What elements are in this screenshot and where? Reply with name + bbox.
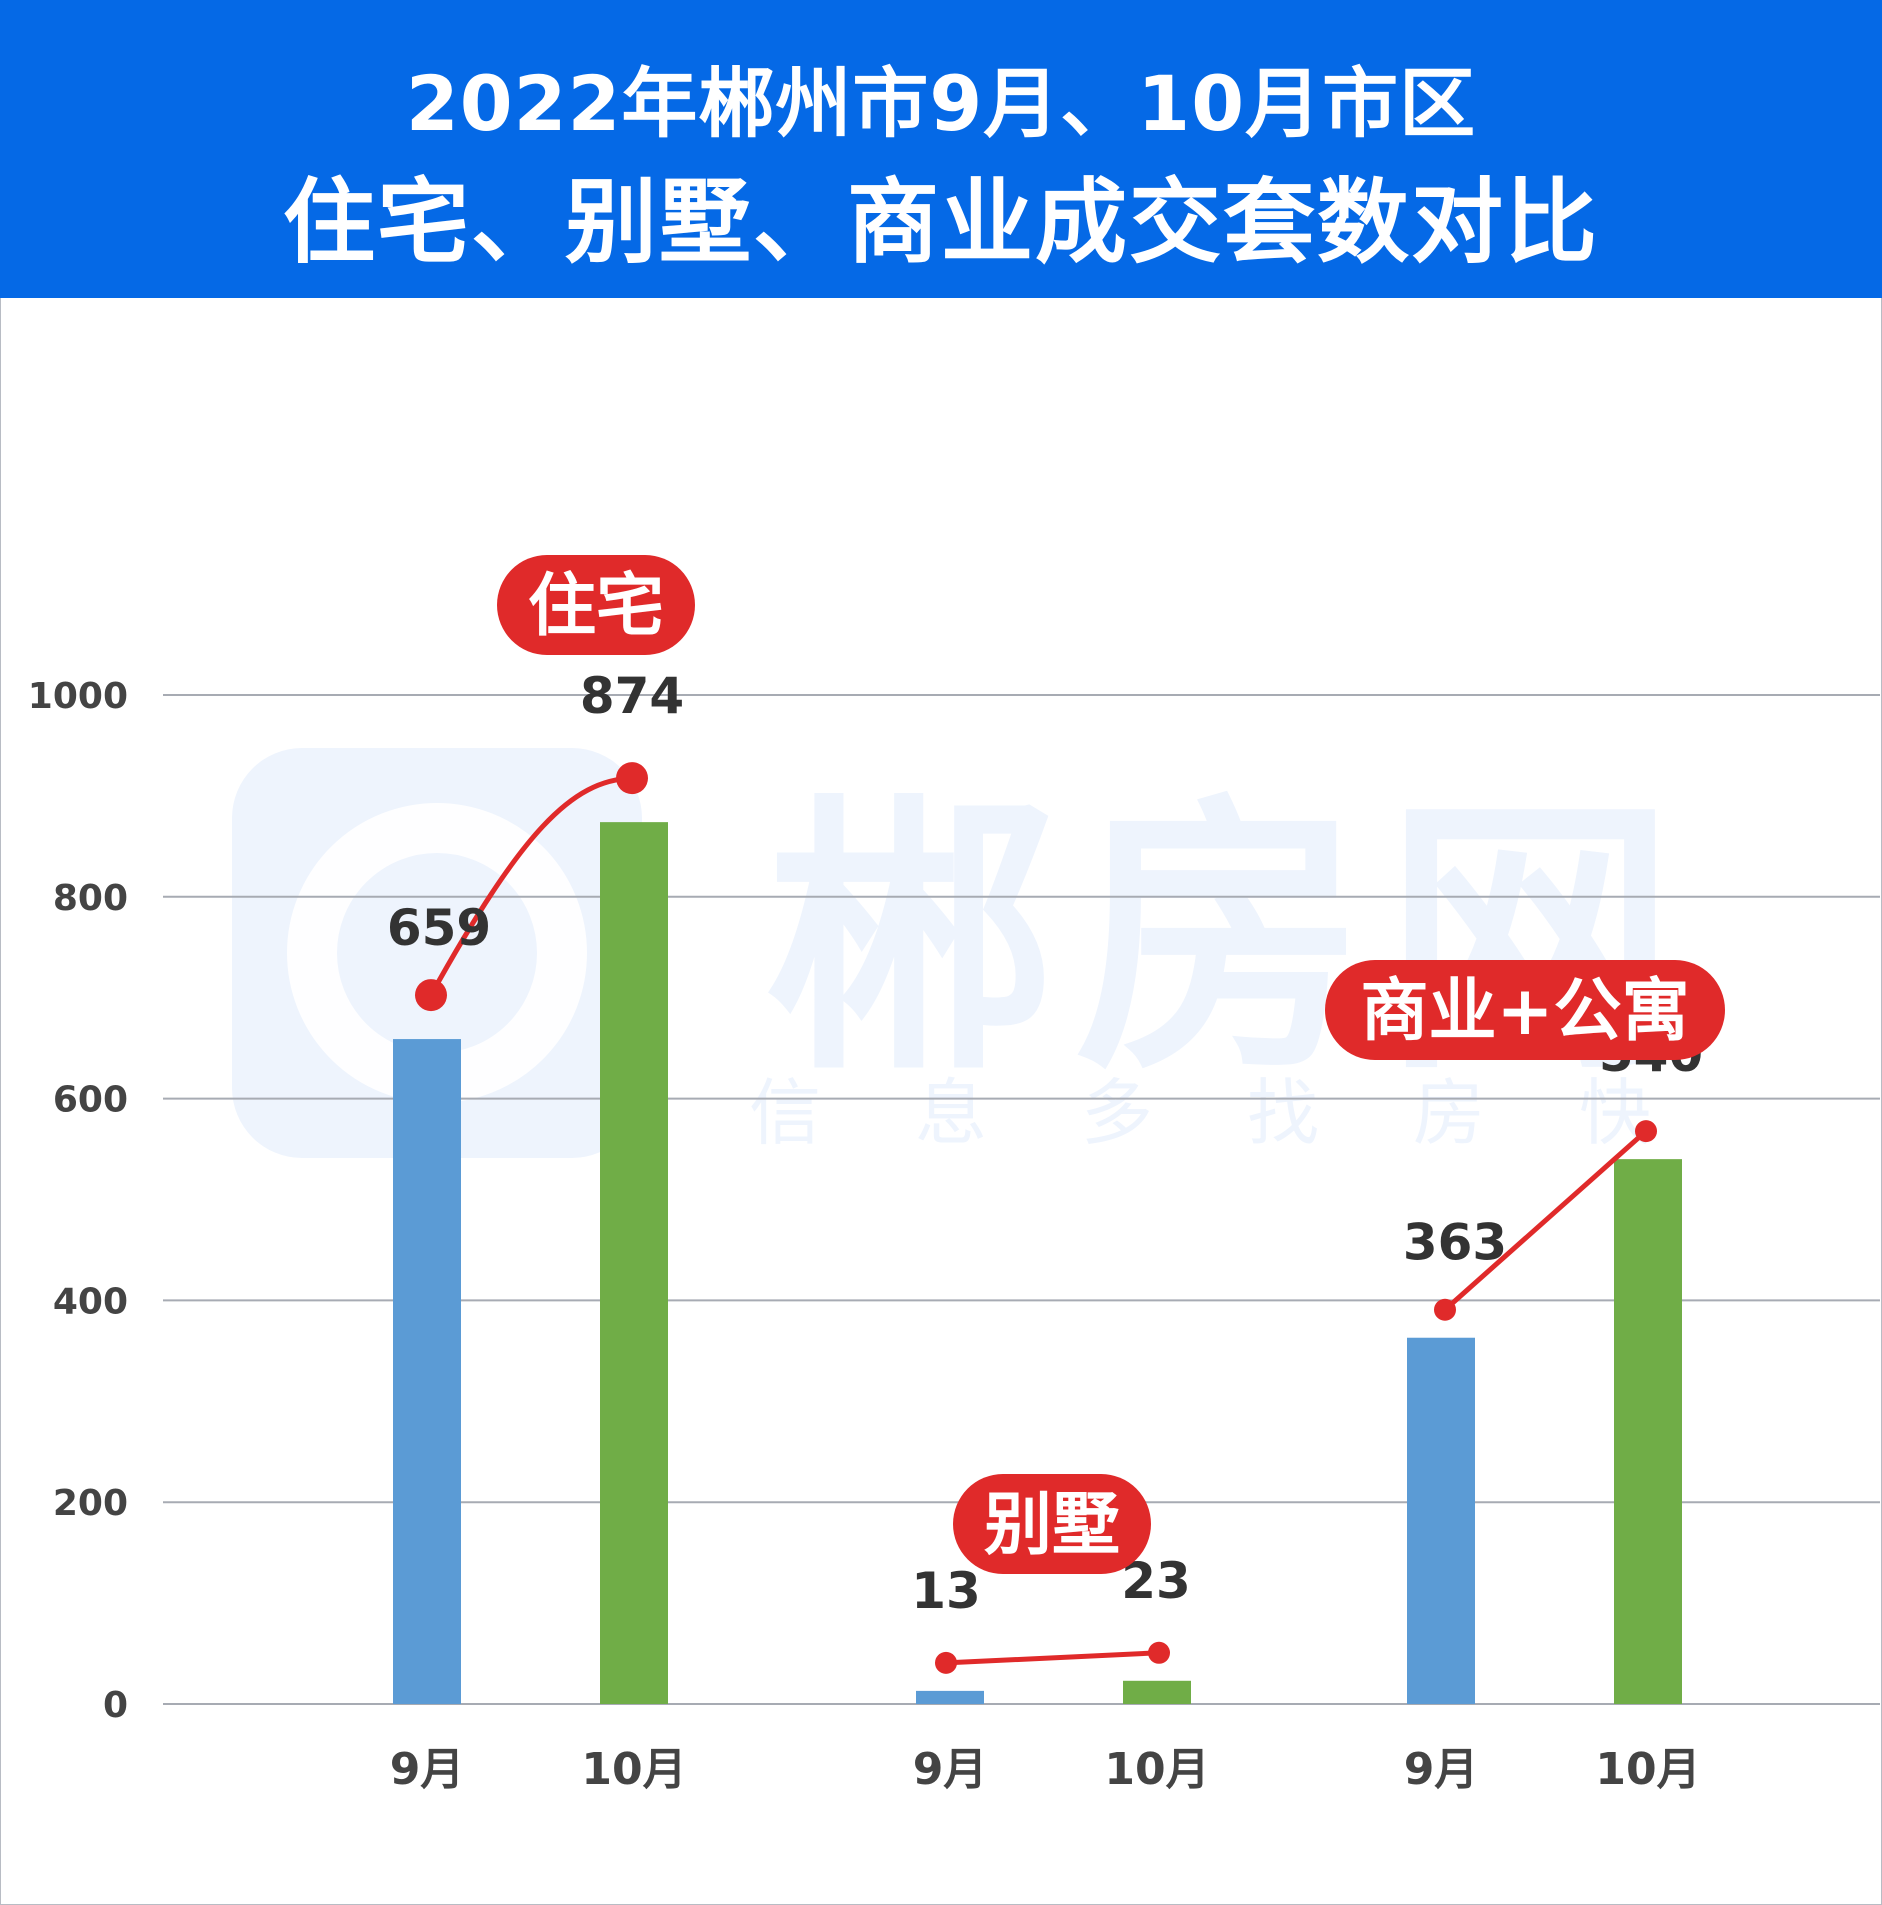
watermark-slogan-char: 多 [1081,1071,1153,1155]
y-tick-label: 200 [53,1483,128,1524]
x-tick-label: 9月 [913,1744,988,1795]
watermark-slogan: 信息多找房快 [749,1071,1651,1155]
bar [600,822,668,1704]
trend-lines [415,762,1657,1674]
data-label: 659 [387,899,491,957]
category-tag-label: 别墅 [984,1486,1120,1565]
category-tag-badge [497,555,695,655]
x-tick-label: 10月 [581,1744,686,1795]
y-tick-label: 400 [53,1281,128,1322]
x-tick-label: 10月 [1595,1744,1700,1795]
y-axis-ticks: 0 200 400 600 800 1000 [28,676,128,1726]
category-tag-label: 商业+公寓 [1361,972,1690,1051]
chart-title-line2: 住宅、别墅、商业成交套数对比 [282,169,1599,276]
trend-marker [935,1651,957,1674]
bar [1614,1159,1682,1704]
watermark: 郴房网 信息多找房快 [232,748,1675,1158]
y-tick-label: 0 [103,1685,128,1726]
y-tick-label: 1000 [28,676,128,717]
data-label: 874 [580,667,684,725]
watermark-slogan-char: 信 [749,1071,821,1155]
trend-line [945,1650,1160,1666]
category-tag-badge [953,1474,1151,1574]
data-label: 13 [911,1562,981,1620]
x-tick-label: 9月 [1404,1744,1479,1795]
category-tag-label: 住宅 [528,567,664,646]
bar [1407,1337,1475,1704]
trend-marker [616,762,648,795]
chart-title-line1: 2022年郴州市9月、10月市区 [405,59,1477,148]
y-tick-label: 600 [53,1080,128,1121]
watermark-slogan-char: 快 [1579,1071,1651,1155]
watermark-slogan-char: 找 [1247,1071,1319,1155]
bar [916,1690,984,1704]
bar [393,1039,461,1704]
y-tick-label: 800 [53,878,128,919]
category-tag-badge [1325,960,1725,1060]
watermark-slogan-char: 息 [915,1071,987,1155]
x-tick-label: 9月 [390,1744,465,1795]
chart-header: 2022年郴州市9月、10月市区 住宅、别墅、商业成交套数对比 [0,0,1882,298]
trend-marker [1635,1120,1657,1143]
data-label: 363 [1403,1214,1507,1272]
bars [393,822,1682,1704]
x-axis-ticks: 9月 10月 9月 10月 9月 10月 [390,1744,1701,1795]
x-tick-label: 10月 [1104,1744,1209,1795]
trend-line [1443,1129,1648,1312]
trend-marker [415,979,447,1012]
bar [1123,1680,1191,1704]
trend-line [428,775,633,997]
watermark-slogan-char: 房 [1413,1071,1485,1155]
trend-marker [1434,1298,1456,1321]
trend-marker [1148,1641,1170,1664]
